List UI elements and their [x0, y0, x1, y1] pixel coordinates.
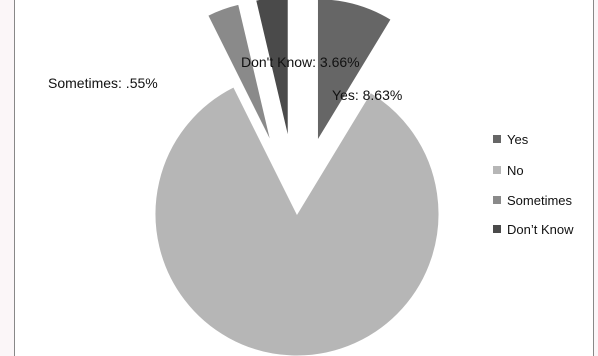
data-label-dont-know: Don't Know: 3.66%: [241, 54, 360, 70]
legend-swatch-yes: [493, 135, 501, 143]
pie-slice-sometimes: [207, 3, 272, 143]
pie-slice-don-t-know: [255, 0, 289, 139]
legend-label-dont-know: Don’t Know: [507, 222, 574, 237]
legend: Yes No Sometimes Don’t Know: [493, 132, 574, 237]
legend-label-no: No: [507, 163, 524, 178]
legend-swatch-dont-know: [493, 225, 501, 233]
legend-swatch-sometimes: [493, 196, 501, 204]
pie-slice-yes: [316, 0, 392, 143]
legend-label-yes: Yes: [507, 132, 529, 147]
legend-label-sometimes: Sometimes: [507, 193, 573, 208]
data-label-sometimes: Sometimes: .55%: [48, 75, 158, 91]
legend-swatch-no: [493, 166, 501, 174]
data-label-yes: Yes: 8.63%: [332, 87, 402, 103]
pie-slices: [154, 0, 440, 356]
